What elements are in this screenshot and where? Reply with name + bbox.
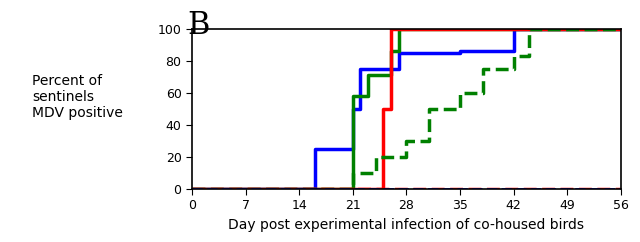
Text: B: B (188, 10, 210, 41)
X-axis label: Day post experimental infection of co-housed birds: Day post experimental infection of co-ho… (228, 218, 584, 232)
Text: Percent of
sentinels
MDV positive: Percent of sentinels MDV positive (32, 74, 123, 120)
